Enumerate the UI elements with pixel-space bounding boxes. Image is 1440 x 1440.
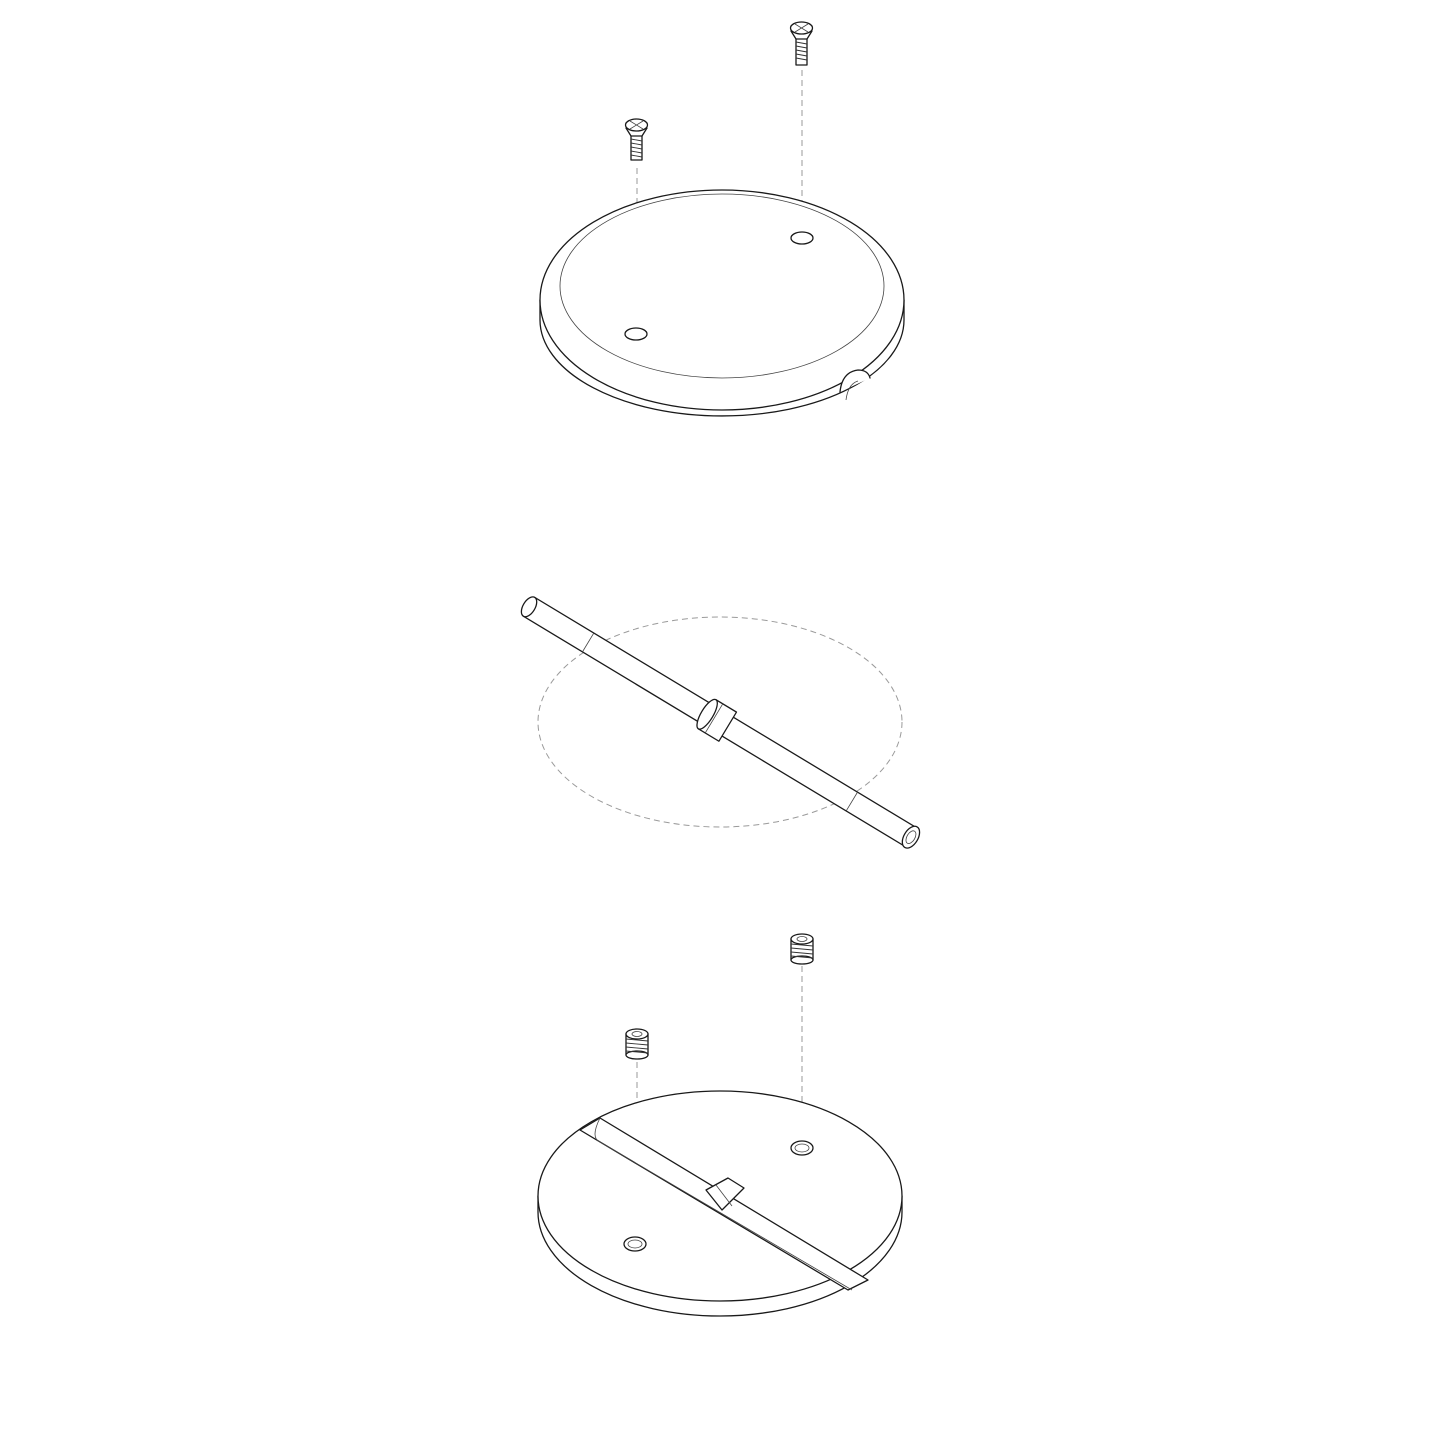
disc-footprint-outline [537, 616, 903, 828]
tube-end-left [520, 596, 538, 618]
base-plate [537, 1090, 903, 1317]
top-cap-hole-right [790, 231, 814, 245]
base-plate-assembly [537, 933, 903, 1317]
countersunk-screw-left [624, 118, 649, 161]
top-cap-hole-left [624, 327, 648, 341]
set-screw-left [625, 1028, 649, 1060]
set-screw-right [790, 933, 814, 965]
top-cap-notch [839, 369, 871, 393]
base-plate-collar-seat [705, 1177, 745, 1211]
base-plate-hole-left [623, 1236, 647, 1252]
countersunk-screw-right [789, 21, 814, 66]
top-cap [539, 189, 905, 417]
tube-assembly [520, 596, 921, 849]
base-plate-hole-right [790, 1140, 814, 1156]
top-cap-assembly [539, 21, 905, 417]
tube [520, 596, 921, 849]
